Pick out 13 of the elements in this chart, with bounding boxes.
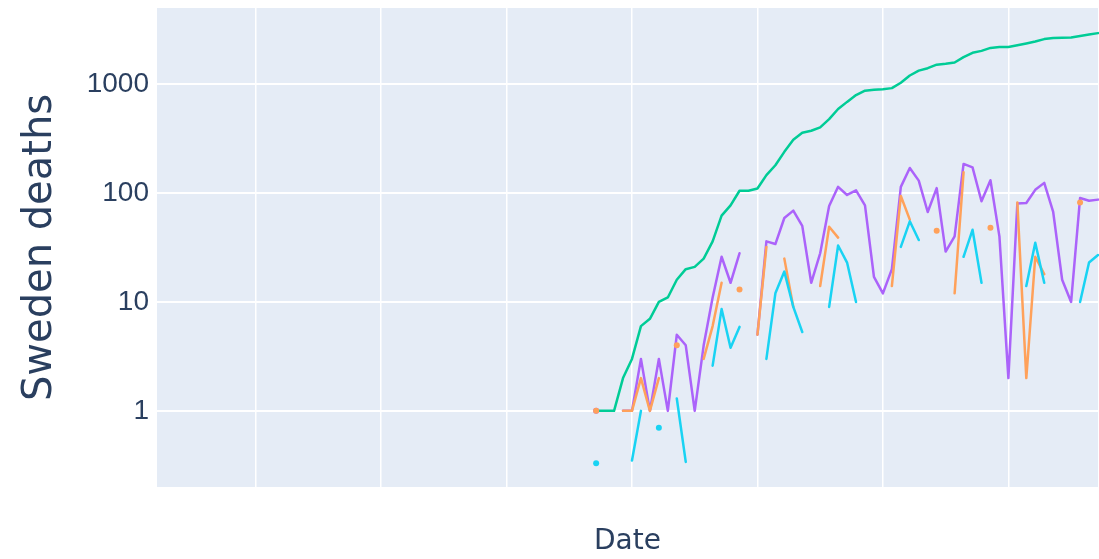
y-axis-title: Sweden deaths <box>14 93 61 402</box>
y-tick-label: 1000 <box>86 66 149 98</box>
point <box>987 224 994 231</box>
y-tick-label: 1 <box>133 393 149 425</box>
point <box>933 227 940 234</box>
point <box>593 460 600 467</box>
y-tick-label: 100 <box>102 175 149 207</box>
y-tick-label: 10 <box>117 284 149 316</box>
x-axis-title: Date <box>594 523 661 557</box>
point <box>1077 199 1084 206</box>
point <box>736 286 743 293</box>
point <box>655 424 662 431</box>
point <box>673 342 680 349</box>
